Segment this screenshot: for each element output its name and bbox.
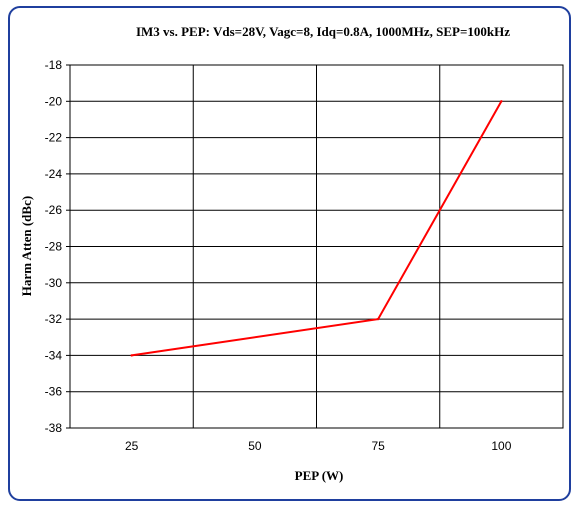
- y-axis-label: Harm Atten (dBc): [19, 196, 34, 296]
- y-tick-label: -22: [45, 131, 63, 145]
- y-axis-ticks: -18 -20 -22 -24 -26 -28 -30 -32 -34 -36 -38: [45, 58, 70, 435]
- x-axis-label: PEP (W): [295, 468, 344, 483]
- x-tick-label: 50: [248, 439, 262, 453]
- data-point: [130, 354, 133, 357]
- chart-title: IM3 vs. PEP: Vds=28V, Vagc=8, Idq=0.8A, …: [136, 24, 510, 39]
- y-tick-label: -20: [45, 94, 63, 108]
- x-axis-ticks: 25 50 75 100: [125, 439, 512, 453]
- y-tick-label: -30: [45, 276, 63, 290]
- y-tick-label: -26: [45, 203, 63, 217]
- y-tick-label: -28: [45, 240, 63, 254]
- y-tick-label: -38: [45, 421, 63, 435]
- x-tick-label: 100: [491, 439, 511, 453]
- y-tick-label: -32: [45, 312, 63, 326]
- y-tick-label: -18: [45, 58, 63, 72]
- grid: [70, 64, 563, 429]
- y-tick-label: -24: [45, 167, 63, 181]
- chart-frame: [8, 6, 571, 501]
- data-point: [500, 100, 503, 103]
- y-tick-label: -34: [45, 348, 63, 362]
- y-tick-label: -36: [45, 385, 63, 399]
- series-layer: [130, 100, 503, 357]
- data-point: [376, 317, 380, 321]
- x-tick-label: 75: [371, 439, 385, 453]
- x-tick-label: 25: [125, 439, 139, 453]
